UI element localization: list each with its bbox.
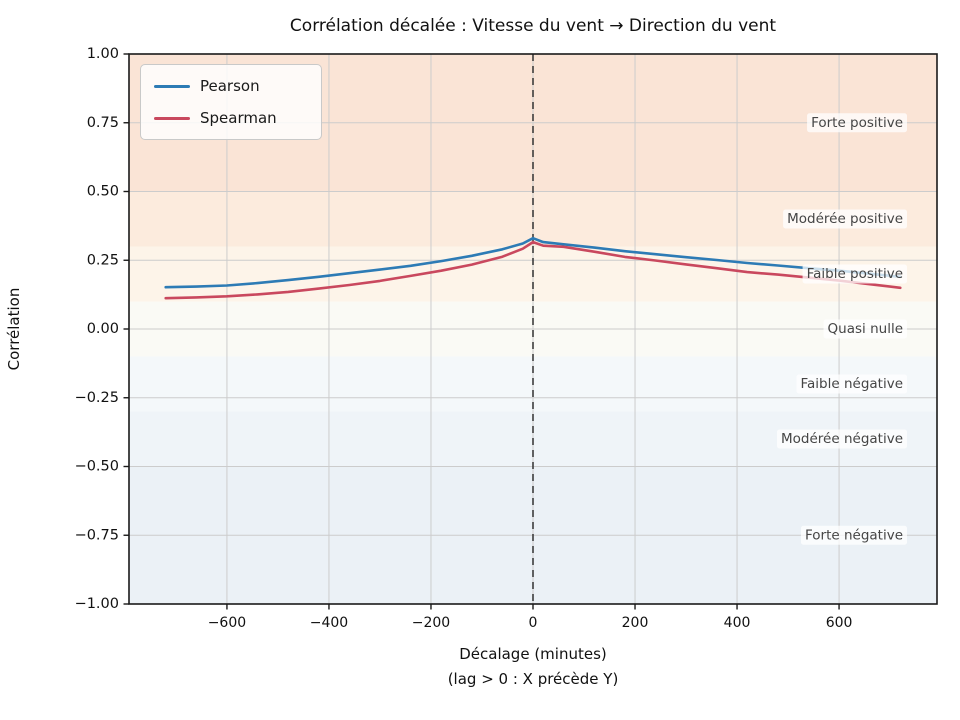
y-tick-label: 0.00 <box>87 321 119 337</box>
band-label-bbox <box>807 113 907 133</box>
band-label: Faible positive <box>807 266 903 282</box>
band-label: Faible négative <box>800 376 903 392</box>
band-label-bbox <box>800 525 907 545</box>
x-axis-label: Décalage (minutes) <box>459 645 607 663</box>
y-axis-label: Corrélation <box>5 287 23 371</box>
spearman-line-swatch <box>154 116 190 120</box>
y-tick-label: −0.75 <box>75 527 119 543</box>
band-label-bbox <box>777 429 907 449</box>
band-label-bbox <box>796 374 907 394</box>
chart-title: Corrélation décalée : Vitesse du vent → … <box>289 16 777 36</box>
y-tick-label: 0.75 <box>87 115 119 131</box>
legend-item-spearman: Spearman <box>154 109 307 127</box>
legend: Pearson Spearman <box>140 64 322 140</box>
band-label: Forte négative <box>805 527 903 543</box>
x-axis-sublabel: (lag > 0 : X précède Y) <box>447 670 619 688</box>
y-tick-label: −1.00 <box>75 596 119 612</box>
x-tick-label: −600 <box>208 615 246 631</box>
band-label: Quasi nulle <box>828 321 903 337</box>
x-tick-label: 200 <box>622 615 649 631</box>
pearson-line-swatch <box>154 84 190 88</box>
x-tick-label: −200 <box>412 615 450 631</box>
y-tick-label: −0.25 <box>75 390 119 406</box>
x-tick-label: 400 <box>724 615 751 631</box>
pearson-line <box>164 236 902 289</box>
band-label: Modérée négative <box>781 431 903 447</box>
band-label-bbox <box>802 264 907 284</box>
spearman-line <box>164 240 902 300</box>
x-tick-label: −400 <box>310 615 348 631</box>
legend-label-pearson: Pearson <box>200 77 260 95</box>
band-label: Modérée positive <box>787 211 903 227</box>
x-tick-label: 0 <box>529 615 538 631</box>
legend-item-pearson: Pearson <box>154 77 307 95</box>
legend-label-spearman: Spearman <box>200 109 277 127</box>
y-tick-label: 0.50 <box>87 184 119 200</box>
band-label-bbox <box>783 209 907 229</box>
band-label: Forte positive <box>811 115 903 131</box>
band-label-bbox <box>823 319 907 339</box>
y-tick-label: 0.25 <box>87 252 119 268</box>
y-tick-label: 1.00 <box>87 46 119 62</box>
x-tick-label: 600 <box>826 615 853 631</box>
y-tick-label: −0.50 <box>75 459 119 475</box>
